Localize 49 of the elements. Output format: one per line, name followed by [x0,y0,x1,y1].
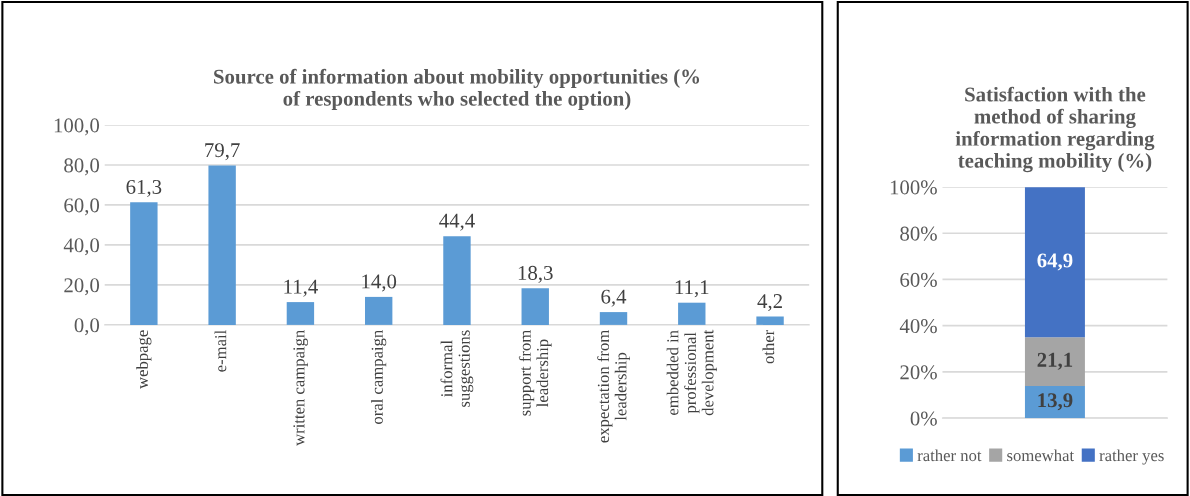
data-label: 14,0 [362,274,397,292]
chart-title: Satisfaction with the method of sharing information regarding teaching mobility (%) [955,86,1155,173]
bar [678,302,706,325]
data-label: 64,9 [1037,253,1073,271]
x-tick-label: webpage [136,330,152,389]
x-tick-label: oral campaign [371,330,387,424]
legend-label: somewhat [1007,449,1075,462]
data-label: 11,1 [675,280,709,298]
x-tick-label: other [762,329,775,364]
x-tick-label: embedded in professional development [666,329,717,416]
legend-label: rather yes [1099,449,1164,465]
bar [599,312,628,325]
bar [208,165,236,325]
y-tick-label: 0% [910,411,937,426]
data-label: 79,7 [205,143,240,161]
data-label: 6,4 [601,289,627,307]
y-tick-label: 80,0 [64,158,100,176]
y-tick-label: 20% [900,365,937,380]
legend-label: rather not [917,449,982,462]
x-tick-label: written campaign [293,330,308,446]
data-label: 18,3 [518,265,553,283]
data-label: 4,2 [757,294,782,312]
x-tick-label: expectation from leadership [597,330,630,443]
y-tick-label: 60,0 [64,198,100,216]
data-label: 44,4 [439,213,475,231]
bar [443,236,471,325]
chart-title: Source of information about mobility opportunities (% of respondents who selected the option) [214,68,700,110]
x-tick-label: support from leadership [518,330,552,416]
y-tick-label: 80% [900,226,937,241]
bar [521,288,549,325]
data-label: 13,9 [1038,393,1073,411]
x-tick-label: e-mail [214,330,227,372]
y-tick-label: 40% [899,319,937,334]
y-tick-label: 40,0 [63,238,100,256]
y-tick-label: 100,0 [54,118,100,136]
data-label: 11,4 [284,279,318,297]
bar [1024,337,1085,386]
y-tick-label: 20,0 [64,278,100,296]
bar [756,316,784,325]
x-tick-label: informal suggestions [440,330,474,407]
bar [364,296,393,325]
data-label: 21,1 [1037,352,1073,370]
y-tick-label: 100% [890,180,937,195]
bar [286,302,315,325]
y-tick-label: 60% [900,272,937,287]
bar [1024,187,1085,338]
bar [130,202,158,325]
data-label: 61,3 [126,179,162,197]
y-tick-label: 0,0 [74,318,100,336]
